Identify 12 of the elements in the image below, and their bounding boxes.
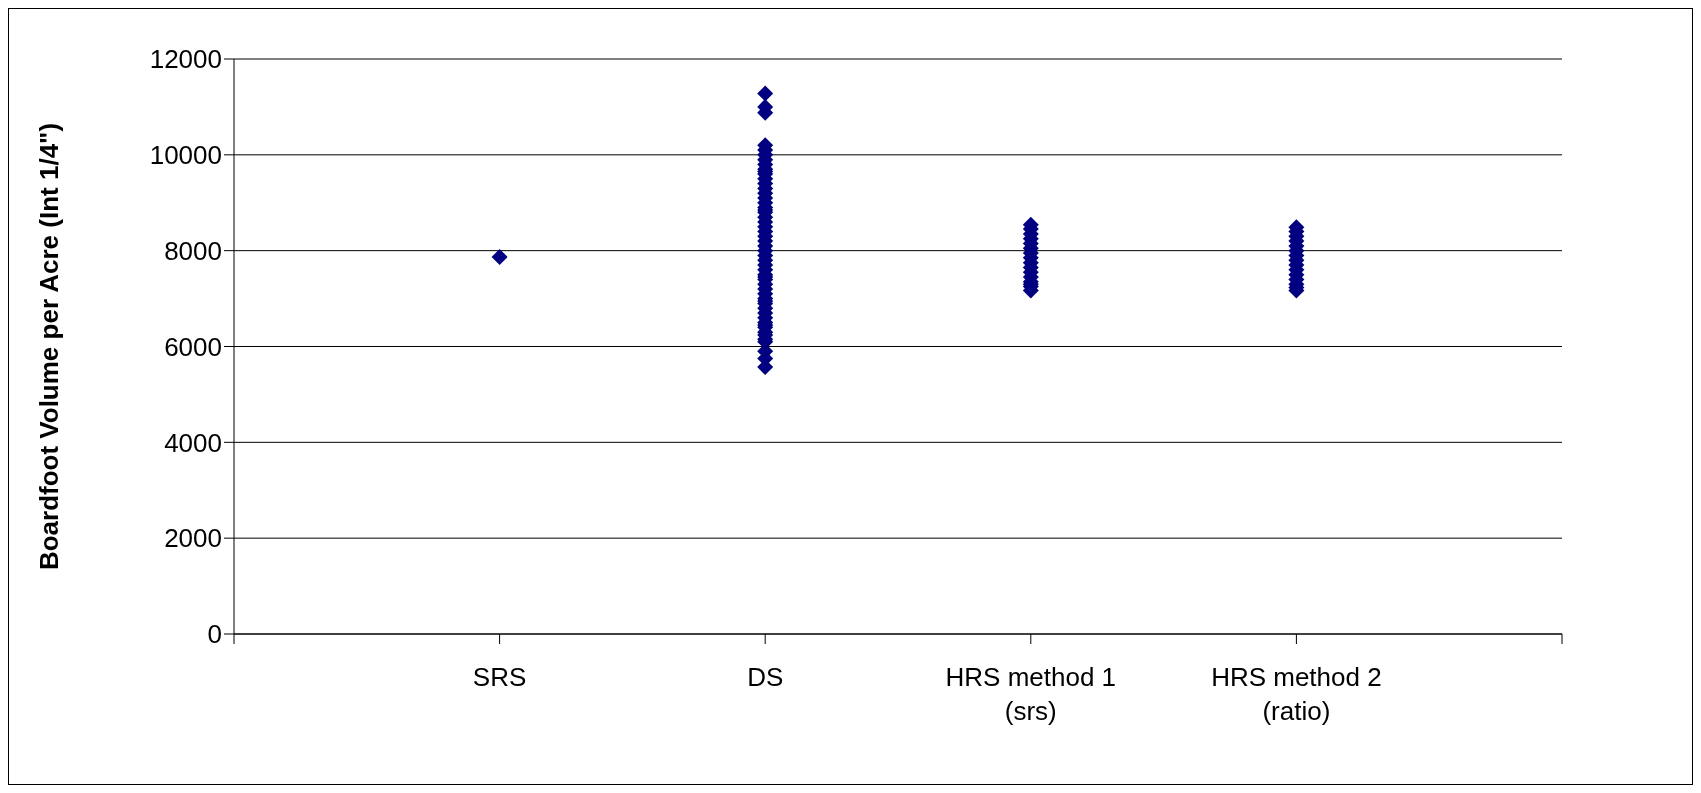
y-tick-label: 6000 [164, 331, 222, 362]
y-axis-title: Boardfoot Volume per Acre (Int 1/4") [34, 122, 65, 571]
y-tick-label: 10000 [149, 140, 222, 171]
y-tick-label: 12000 [149, 44, 222, 75]
y-tick-label: 2000 [164, 523, 222, 554]
y-tick-label: 8000 [164, 235, 222, 266]
x-tick-label: DS [747, 662, 784, 692]
y-tick-label: 0 [207, 619, 222, 650]
x-tick-label: HRS method 2 (ratio) [1211, 662, 1382, 726]
x-tick-label: SRS [472, 662, 527, 692]
y-tick-label: 4000 [164, 427, 222, 458]
x-tick-label: HRS method 1 (srs) [945, 662, 1117, 726]
